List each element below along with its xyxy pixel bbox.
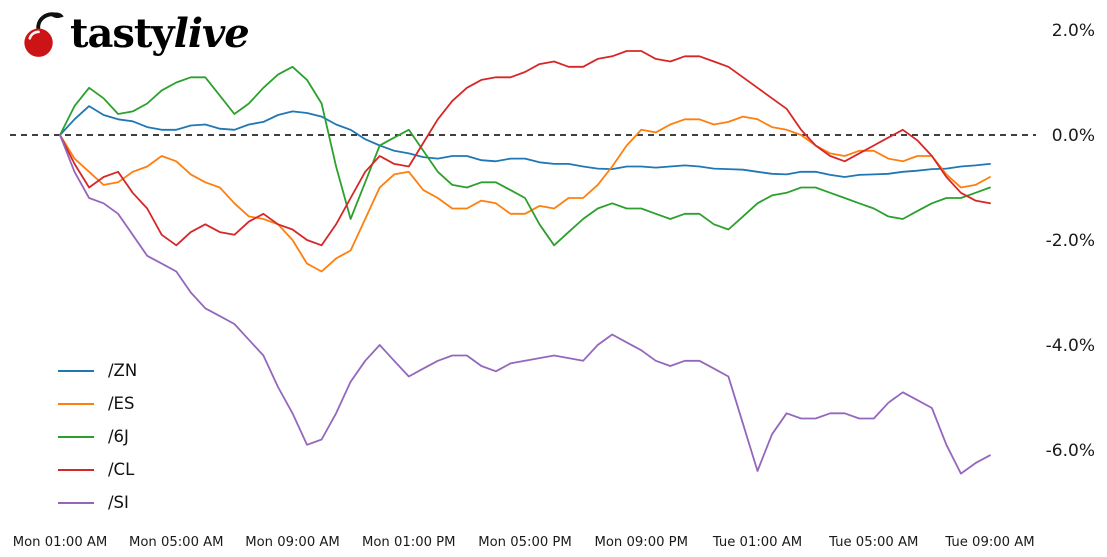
legend-swatch-es bbox=[58, 402, 94, 405]
series-line-zn bbox=[59, 105, 991, 178]
series-line-6j bbox=[59, 65, 991, 247]
logo-wordmark: tastylive bbox=[70, 14, 250, 54]
y-axis-tick-label: -4.0% bbox=[1046, 336, 1095, 356]
x-axis-tick-label: Tue 09:00 AM bbox=[944, 535, 1034, 550]
series-line-es bbox=[59, 115, 991, 273]
legend-item-es: /ES bbox=[58, 393, 137, 414]
y-axis-tick-label: -2.0% bbox=[1046, 231, 1095, 251]
series-line-cl bbox=[59, 50, 991, 247]
x-axis-tick-label: Mon 05:00 AM bbox=[129, 535, 224, 550]
x-axis-tick-label: Mon 01:00 AM bbox=[13, 535, 108, 550]
legend-swatch-zn bbox=[58, 369, 94, 372]
y-axis-tick-label: 0.0% bbox=[1052, 126, 1095, 146]
legend-swatch-6j bbox=[58, 435, 94, 438]
legend-swatch-si bbox=[58, 501, 94, 504]
cherry-icon bbox=[24, 12, 64, 57]
logo-text-italic: live bbox=[173, 10, 250, 57]
logo-text-regular: tasty bbox=[70, 10, 175, 57]
legend-item-zn: /ZN bbox=[58, 360, 137, 381]
legend-label-cl: /CL bbox=[108, 460, 135, 479]
x-axis-tick-label: Tue 05:00 AM bbox=[828, 535, 918, 550]
legend-label-6j: /6J bbox=[108, 427, 129, 446]
legend-label-si: /SI bbox=[108, 493, 129, 512]
legend-swatch-cl bbox=[58, 468, 94, 471]
legend-label-es: /ES bbox=[108, 394, 135, 413]
y-axis-tick-label: -6.0% bbox=[1046, 441, 1095, 461]
legend-label-zn: /ZN bbox=[108, 361, 138, 380]
x-axis-tick-label: Mon 01:00 PM bbox=[362, 535, 456, 550]
legend-item-cl: /CL bbox=[58, 459, 137, 480]
x-axis-tick-label: Mon 09:00 PM bbox=[594, 535, 688, 550]
legend-item-si: /SI bbox=[58, 492, 137, 513]
x-axis-tick-label: Mon 05:00 PM bbox=[478, 535, 572, 550]
y-axis-tick-label: 2.0% bbox=[1052, 21, 1095, 41]
x-axis-tick-label: Tue 01:00 AM bbox=[712, 535, 802, 550]
series-line-si bbox=[59, 134, 991, 475]
legend-item-6j: /6J bbox=[58, 426, 137, 447]
legend: /ZN/ES/6J/CL/SI bbox=[58, 360, 137, 513]
tastylive-logo: tastylive bbox=[22, 10, 250, 58]
x-axis-tick-label: Mon 09:00 AM bbox=[245, 535, 340, 550]
